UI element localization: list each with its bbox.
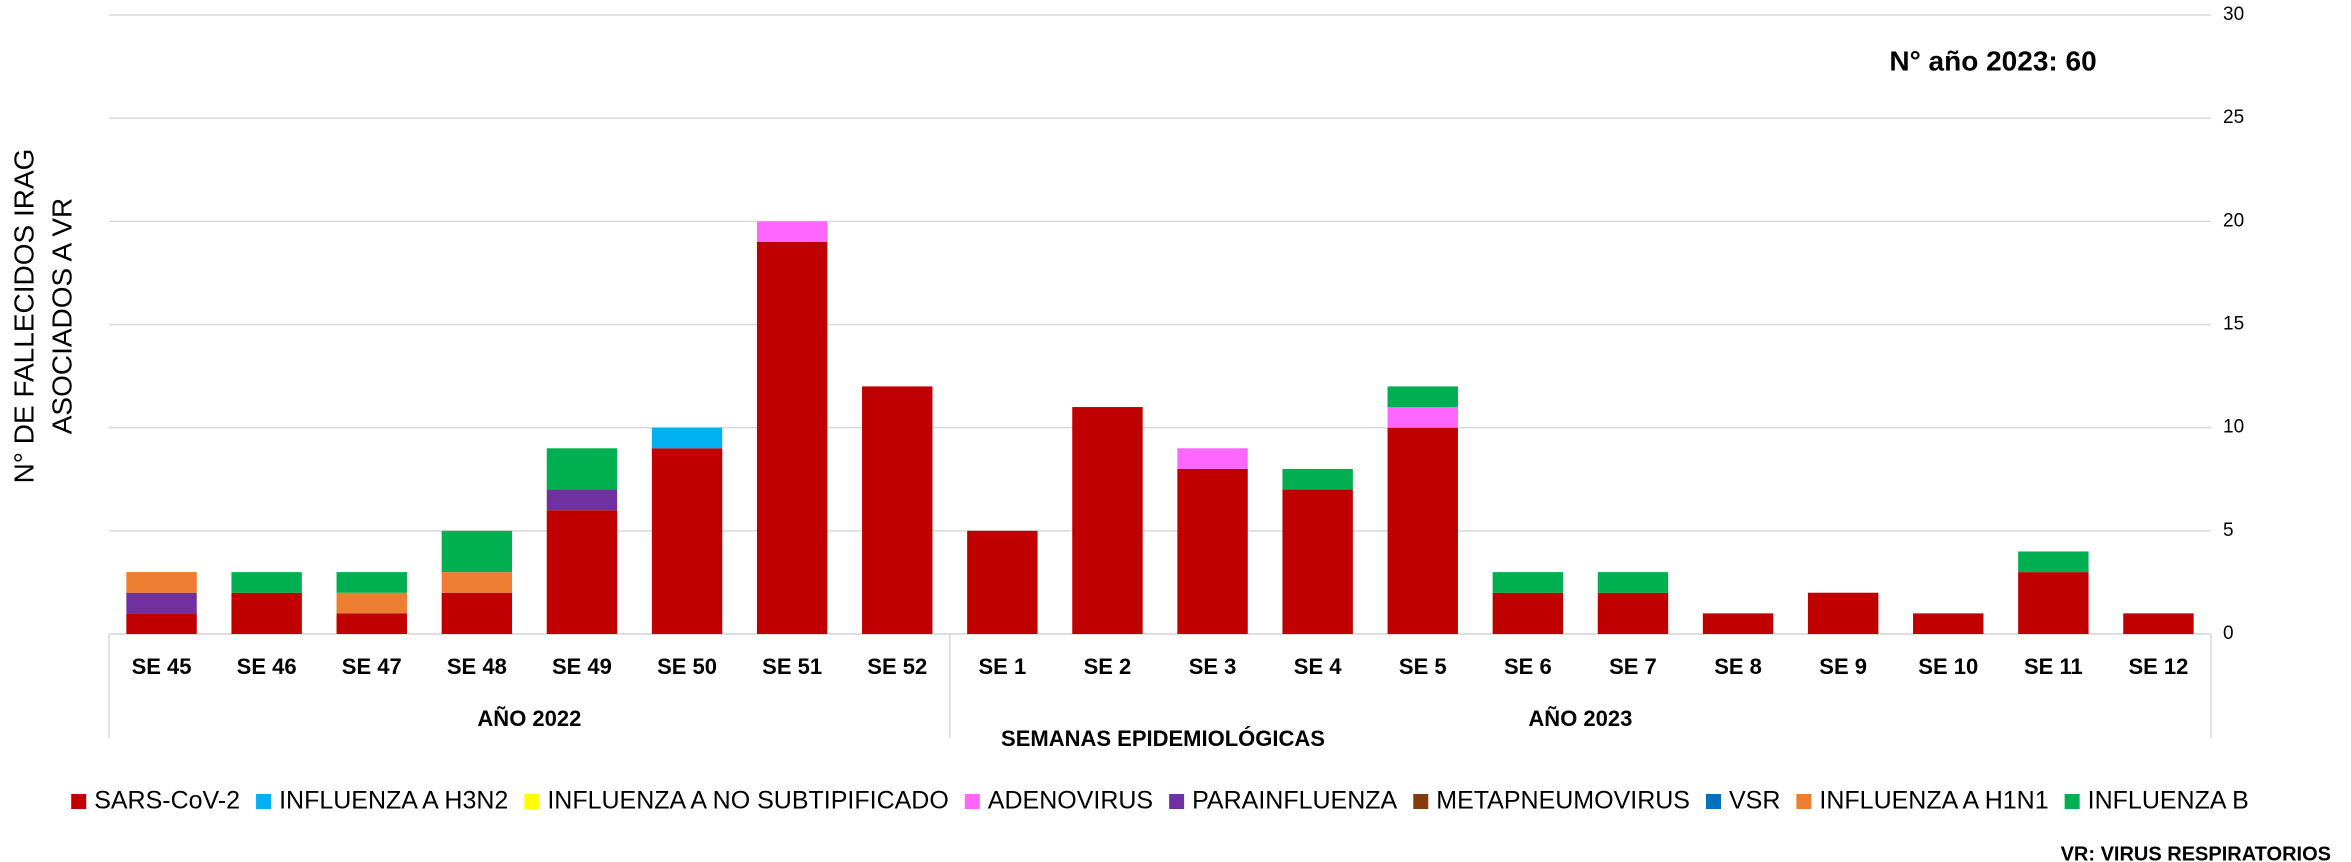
bar-segment [2018,551,2089,573]
x-tick-label: SE 8 [1714,654,1762,679]
bar-segment [1597,592,1669,634]
x-tick-label: SE 10 [1918,654,1978,679]
bar-segment [126,572,197,593]
bar-segment [1702,613,1774,634]
legend-swatch [524,794,540,809]
bar-segment [1177,468,1248,634]
x-tick-label: SE 11 [2024,654,2083,679]
footnote: VR: VIRUS RESPIRATORIOS [2061,843,2331,862]
bar-segment [1072,407,1143,634]
y-tick-label: 25 [2223,107,2244,128]
legend-swatch [2064,794,2080,809]
bar-segment [336,613,407,634]
bar-segment [231,572,302,593]
x-tick-label: SE 50 [657,654,717,679]
x-tick-label: SE 7 [1609,654,1657,679]
x-tick-label: SE 1 [978,654,1026,679]
legend-label: METAPNEUMOVIRUS [1436,787,1690,815]
bar-segment [546,510,618,634]
legend-label: INFLUENZA A H1N1 [1819,787,2048,815]
bar-segment [1282,468,1353,490]
annotation: N° año 2023: 60 [1889,45,2096,76]
bar-segment [336,572,407,593]
bar-segment [756,221,828,242]
legend-swatch [256,794,272,809]
x-tick-label: SE 9 [1819,654,1867,679]
bar-segment [1492,572,1564,593]
x-tick-label: SE 12 [2128,654,2188,679]
bar-segment [546,448,618,490]
x-tick-label: SE 48 [447,654,507,679]
y-axis-title: ASOCIADOS A VR [46,198,77,435]
legend-label: INFLUENZA A H3N2 [279,787,508,815]
y-tick-label: 15 [2223,314,2244,335]
bar-segment [1597,572,1669,593]
bar-segment [651,448,723,634]
x-axis-title: SEMANAS EPIDEMIOLÓGICAS [1001,726,1325,751]
bar-segment [1387,427,1458,634]
x-tick-label: SE 51 [762,654,822,679]
x-tick-label: SE 4 [1294,654,1342,679]
bar-segment [1387,386,1458,408]
bar-segment [1387,407,1458,428]
legend-swatch [964,794,980,809]
x-tick-label: SE 49 [552,654,612,679]
legend-swatch [71,794,87,809]
x-tick-label: SE 3 [1189,654,1237,679]
x-tick-label: SE 46 [237,654,297,679]
bar-segment [441,530,513,573]
x-tick-label: SE 47 [342,654,402,679]
legend-label: VSR [1729,787,1780,815]
x-tick-label: SE 6 [1504,654,1552,679]
bar-segment [126,592,197,614]
bar-segment [336,592,407,614]
group-label: AÑO 2023 [1528,706,1632,731]
legend-swatch [1796,794,1812,809]
bar-segment [2018,572,2089,634]
group-label: AÑO 2022 [477,706,581,731]
bar-segment [1177,448,1248,469]
bar-segment [441,592,513,634]
bar-segment [1807,592,1879,634]
y-tick-label: 30 [2223,4,2244,25]
legend-swatch [1413,794,1429,809]
bar-segment [546,489,618,511]
bar-segment [1492,592,1564,634]
y-tick-label: 20 [2223,210,2244,231]
bar-segment [2123,613,2194,634]
x-tick-label: SE 2 [1084,654,1132,679]
bar-segment [651,427,723,449]
x-tick-label: SE 5 [1399,654,1447,679]
legend-label: ADENOVIRUS [988,787,1153,815]
bar-segment [1913,613,1984,634]
bar-segment [756,241,828,634]
legend-label: INFLUENZA A NO SUBTIPIFICADO [547,787,948,815]
y-axis-title: N° DE FALLECIDOS IRAG [8,149,39,484]
y-tick-label: 10 [2223,417,2244,438]
y-tick-label: 0 [2223,623,2234,644]
legend-label: SARS-CoV-2 [94,787,240,815]
bar-segment [862,386,933,634]
bar-segment [1282,489,1353,634]
bar-segment [126,613,197,634]
bar-segment [441,572,513,593]
legend-swatch [1169,794,1185,809]
bar-segment [231,592,302,634]
legend-swatch [1705,794,1721,809]
legend-label: INFLUENZA B [2088,787,2249,815]
bar-segment [967,530,1038,634]
legend-label: PARAINFLUENZA [1192,787,1397,815]
x-tick-label: SE 45 [132,654,192,679]
y-tick-label: 5 [2223,520,2234,541]
x-tick-label: SE 52 [867,654,927,679]
